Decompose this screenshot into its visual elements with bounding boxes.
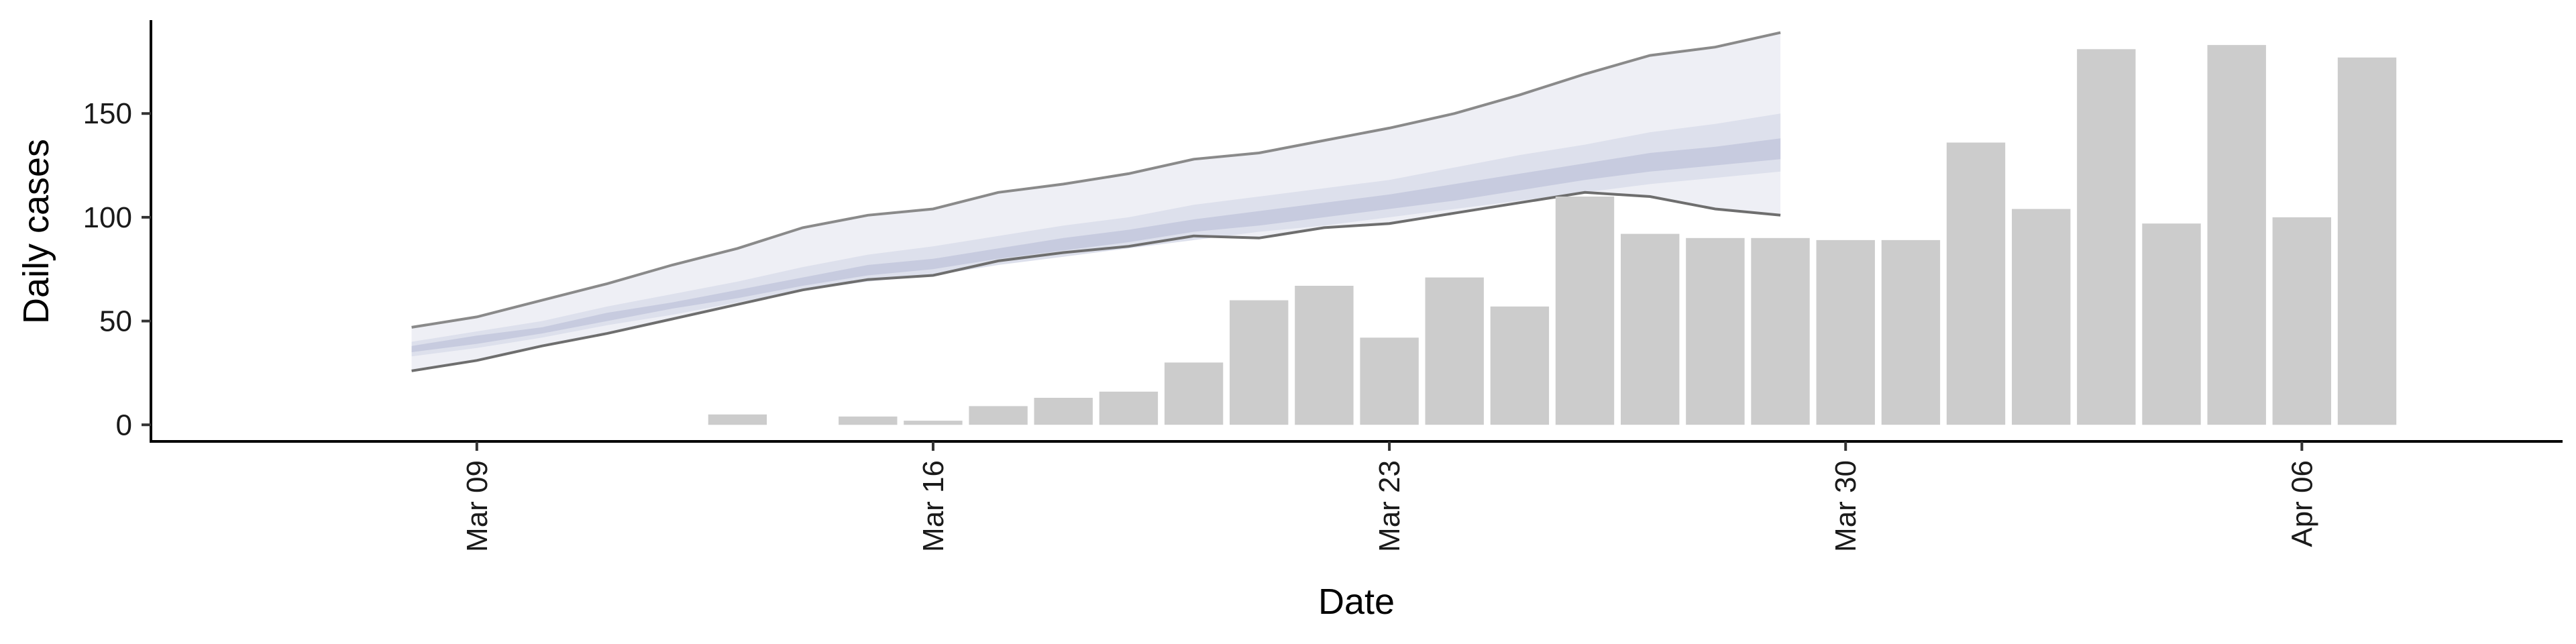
axes-layer	[150, 20, 2563, 443]
x-tick-label-2020-04-06: Apr 06	[2286, 460, 2318, 547]
x-tick-label-2020-03-16: Mar 16	[917, 460, 950, 552]
bar-2020-04-06	[2272, 217, 2331, 425]
bar-2020-03-17	[969, 406, 1028, 425]
bar-2020-03-27	[1621, 233, 1680, 425]
bar-2020-03-15	[839, 416, 898, 425]
bar-2020-03-30	[1816, 239, 1875, 425]
x-ticks: Mar 09 Mar 16 Mar 23 Mar 30 Apr 06	[461, 441, 2318, 552]
x-tick-label-2020-03-30: Mar 30	[1829, 460, 1862, 552]
y-tick-label-50: 50	[99, 305, 132, 338]
x-tick-label-2020-03-09: Mar 09	[461, 460, 494, 552]
y-tick-label-150: 150	[83, 97, 132, 130]
bars-layer	[708, 45, 2397, 425]
bar-2020-03-26	[1555, 197, 1615, 425]
y-axis-title: Daily cases	[16, 139, 56, 324]
bar-2020-03-20	[1164, 362, 1224, 425]
bar-2020-03-21	[1230, 300, 1289, 425]
bar-2020-03-22	[1295, 286, 1354, 425]
forecast-lower-line	[411, 191, 1781, 372]
bar-2020-04-01	[1946, 142, 2006, 425]
bar-2020-03-16	[904, 421, 963, 425]
bar-2020-04-07	[2337, 57, 2397, 425]
x-axis-title: Date	[1318, 582, 1395, 622]
bar-2020-04-05	[2207, 45, 2266, 425]
forecast-band-core	[411, 138, 1781, 353]
bar-2020-03-18	[1034, 398, 1093, 425]
y-tick-label-0: 0	[116, 409, 132, 441]
forecast-layer	[411, 31, 1781, 372]
bar-2020-03-28	[1686, 237, 1745, 425]
bar-2020-03-29	[1751, 237, 1810, 425]
bar-2020-04-04	[2142, 223, 2201, 425]
bar-2020-03-23	[1360, 337, 1419, 425]
bar-2020-04-03	[2077, 49, 2136, 425]
forecast-upper-line	[411, 31, 1781, 329]
bar-2020-03-19	[1099, 391, 1159, 425]
x-tick-label-2020-03-23: Mar 23	[1373, 460, 1406, 552]
y-tick-label-100: 100	[83, 201, 132, 234]
bar-2020-04-02	[2012, 209, 2071, 425]
bar-2020-03-31	[1881, 239, 1941, 425]
bar-2020-03-24	[1425, 277, 1484, 425]
bar-2020-03-13	[708, 414, 767, 425]
bar-2020-03-25	[1490, 306, 1550, 425]
y-ticks: 0 50 100 150	[83, 97, 151, 441]
